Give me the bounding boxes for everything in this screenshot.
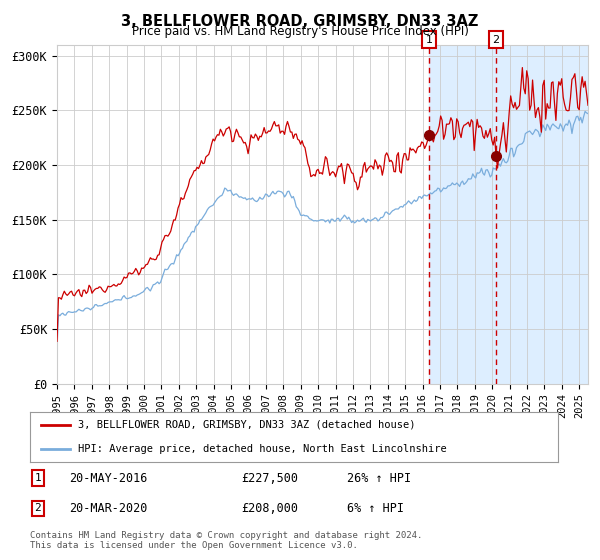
Text: HPI: Average price, detached house, North East Lincolnshire: HPI: Average price, detached house, Nort… [77, 444, 446, 454]
Text: 20-MAR-2020: 20-MAR-2020 [70, 502, 148, 515]
Text: 3, BELLFLOWER ROAD, GRIMSBY, DN33 3AZ: 3, BELLFLOWER ROAD, GRIMSBY, DN33 3AZ [121, 14, 479, 29]
Text: £227,500: £227,500 [241, 472, 298, 484]
Text: 26% ↑ HPI: 26% ↑ HPI [347, 472, 411, 484]
Text: 2: 2 [493, 35, 499, 45]
Bar [429, 45, 588, 384]
Text: 3, BELLFLOWER ROAD, GRIMSBY, DN33 3AZ (detached house): 3, BELLFLOWER ROAD, GRIMSBY, DN33 3AZ (d… [77, 419, 415, 430]
Text: 6% ↑ HPI: 6% ↑ HPI [347, 502, 404, 515]
Text: 20-MAY-2016: 20-MAY-2016 [70, 472, 148, 484]
Text: Contains HM Land Registry data © Crown copyright and database right 2024.
This d: Contains HM Land Registry data © Crown c… [30, 531, 422, 550]
Text: 1: 1 [426, 35, 433, 45]
Text: £208,000: £208,000 [241, 502, 298, 515]
Text: 1: 1 [35, 473, 41, 483]
Text: 2: 2 [35, 503, 41, 514]
Text: Price paid vs. HM Land Registry's House Price Index (HPI): Price paid vs. HM Land Registry's House … [131, 25, 469, 38]
